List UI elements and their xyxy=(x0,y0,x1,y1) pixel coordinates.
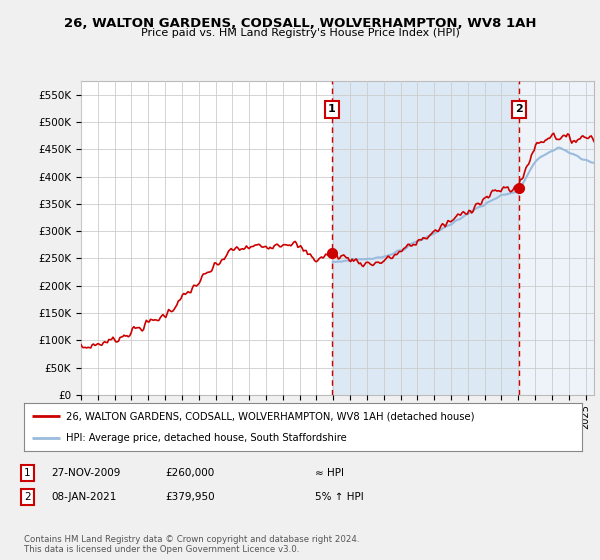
Text: Price paid vs. HM Land Registry's House Price Index (HPI): Price paid vs. HM Land Registry's House … xyxy=(140,28,460,38)
Text: 26, WALTON GARDENS, CODSALL, WOLVERHAMPTON, WV8 1AH (detached house): 26, WALTON GARDENS, CODSALL, WOLVERHAMPT… xyxy=(66,411,475,421)
Text: 08-JAN-2021: 08-JAN-2021 xyxy=(51,492,116,502)
Text: 1: 1 xyxy=(328,104,336,114)
Text: 2: 2 xyxy=(24,492,31,502)
Text: £379,950: £379,950 xyxy=(165,492,215,502)
Text: Contains HM Land Registry data © Crown copyright and database right 2024.
This d: Contains HM Land Registry data © Crown c… xyxy=(24,535,359,554)
Text: 26, WALTON GARDENS, CODSALL, WOLVERHAMPTON, WV8 1AH: 26, WALTON GARDENS, CODSALL, WOLVERHAMPT… xyxy=(64,17,536,30)
Text: 5% ↑ HPI: 5% ↑ HPI xyxy=(315,492,364,502)
Bar xyxy=(332,81,519,395)
Text: 27-NOV-2009: 27-NOV-2009 xyxy=(51,468,121,478)
Text: 2: 2 xyxy=(515,104,523,114)
Text: ≈ HPI: ≈ HPI xyxy=(315,468,344,478)
Bar xyxy=(519,81,594,395)
Text: £260,000: £260,000 xyxy=(165,468,214,478)
Text: 1: 1 xyxy=(24,468,31,478)
Text: HPI: Average price, detached house, South Staffordshire: HPI: Average price, detached house, Sout… xyxy=(66,433,347,443)
